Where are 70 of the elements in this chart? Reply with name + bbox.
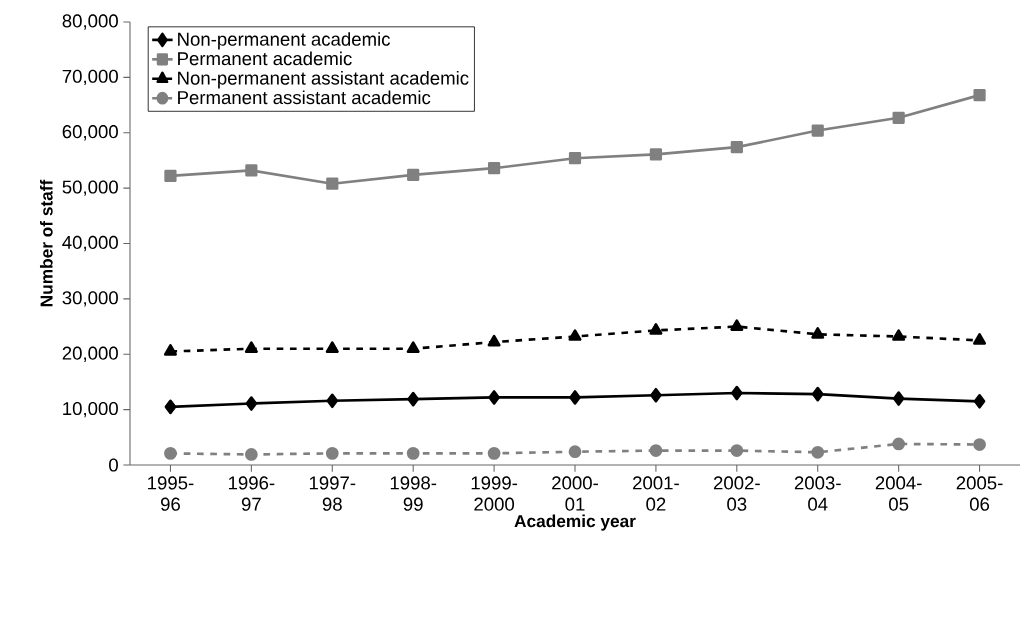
legend-label: Permanent academic	[178, 51, 352, 66]
point	[649, 323, 663, 335]
point	[487, 334, 501, 347]
x-tick-label: 2003-04	[794, 476, 841, 511]
point	[649, 148, 663, 161]
point	[811, 445, 825, 459]
y-tick-label: 80,000	[62, 14, 118, 30]
point	[730, 319, 744, 331]
point	[730, 141, 743, 154]
point	[164, 446, 177, 460]
point	[811, 386, 824, 402]
point	[326, 393, 339, 409]
point	[406, 446, 420, 460]
point	[730, 444, 744, 457]
x-tick-label: 1996-97	[229, 476, 275, 511]
point	[892, 391, 905, 406]
point	[568, 152, 582, 165]
point	[892, 329, 906, 341]
point	[487, 162, 501, 175]
point	[811, 327, 825, 339]
point	[811, 124, 824, 137]
y-tick-label: 10,000	[63, 401, 118, 418]
x-tick-label: 2004-05	[875, 476, 922, 511]
legend-label: Non-permanent assistant academic	[178, 71, 469, 89]
point	[245, 396, 258, 411]
point	[244, 448, 258, 461]
point	[326, 177, 339, 190]
point	[892, 437, 906, 451]
x-tick-label: 1998-99	[390, 476, 437, 511]
point	[650, 387, 662, 403]
x-tick-label: 2002-03	[713, 476, 760, 511]
y-tick-label: 20,000	[62, 346, 118, 362]
x-tick-label: 2005-06	[956, 476, 1003, 511]
point	[973, 88, 986, 102]
point	[649, 444, 663, 457]
point	[245, 164, 258, 177]
point	[325, 446, 339, 460]
x-tick-label: 1999-2000	[471, 476, 518, 511]
point	[163, 344, 177, 356]
point	[973, 333, 987, 345]
y-tick-label: 50,000	[62, 180, 118, 196]
legend-label: Permanent assistant academic	[178, 90, 431, 105]
point	[973, 438, 986, 451]
point	[488, 390, 500, 405]
y-tick-label: 30,000	[62, 291, 118, 307]
point	[164, 399, 177, 415]
point	[487, 446, 501, 460]
point	[164, 169, 177, 183]
point	[568, 445, 582, 459]
x-axis-title: Academic year	[514, 514, 636, 531]
x-tick-label: 2001-02	[633, 476, 679, 511]
point	[569, 390, 581, 405]
point	[244, 341, 258, 354]
point	[407, 168, 420, 181]
point	[406, 341, 420, 354]
point	[568, 329, 582, 341]
point	[892, 111, 905, 124]
x-tick-label: 1995-96	[148, 476, 194, 511]
x-tick-label: 1997-98	[309, 476, 356, 511]
point	[407, 391, 419, 407]
legend-label: Non-permanent academic	[178, 32, 391, 50]
point	[325, 341, 339, 354]
y-tick-label: 40,000	[62, 235, 118, 252]
point	[731, 385, 743, 401]
y-axis-title: Number of staff	[39, 179, 53, 307]
y-tick-label: 0	[109, 458, 118, 472]
point	[973, 394, 986, 409]
y-tick-label: 60,000	[62, 125, 118, 141]
y-tick-label: 70,000	[62, 69, 118, 86]
x-tick-label: 2000-01	[552, 476, 598, 511]
